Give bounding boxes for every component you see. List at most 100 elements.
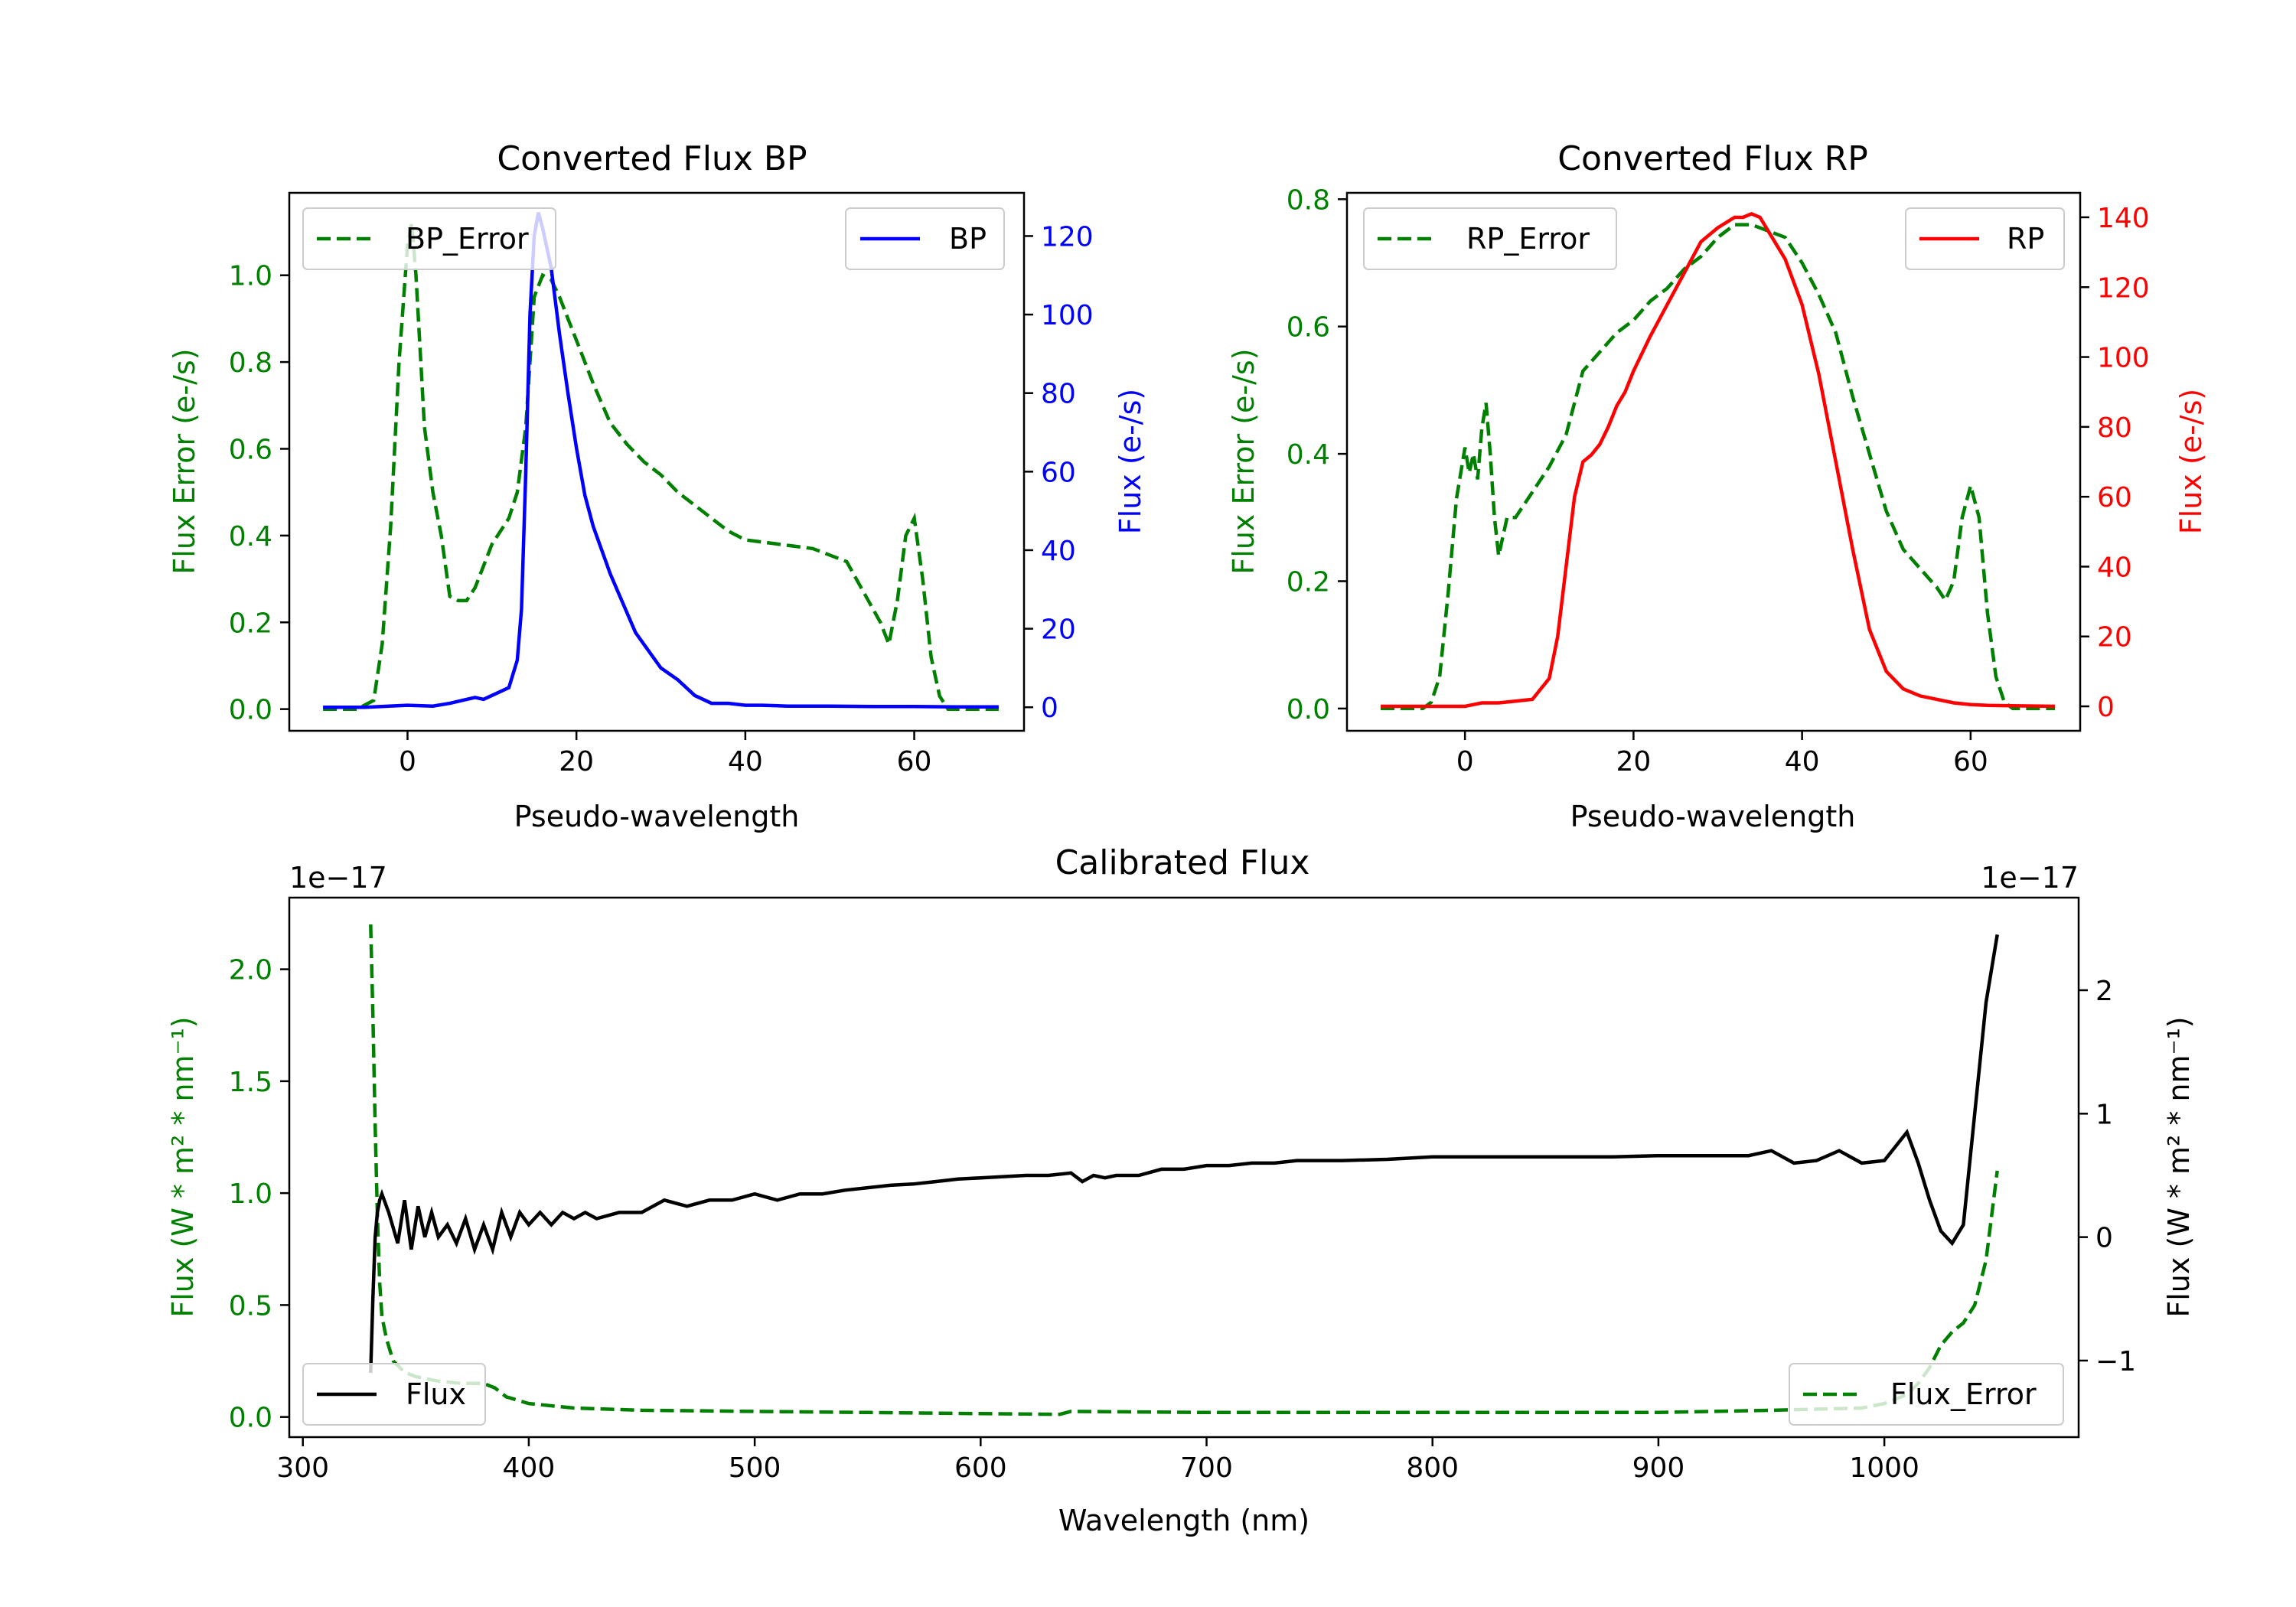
calibrated-flux-legend-box [302, 1363, 486, 1426]
bp-left-y-tick-label: 1.0 [229, 261, 272, 292]
bp-title: Converted Flux BP [497, 139, 807, 178]
calibrated-right-offset-label: 1e−17 [1981, 861, 2079, 895]
rp-x-tick-label: 0 [1456, 746, 1474, 777]
calibrated-axes-frame [288, 896, 2080, 1439]
rp-title: Converted Flux RP [1557, 139, 1868, 178]
calibrated-right-y-tick-label: 2 [2095, 976, 2113, 1007]
calibrated-error-legend-box [1789, 1363, 2064, 1426]
bp-left-y-ticks: 0.0 0.2 0.4 0.6 0.8 1.0 [229, 261, 289, 726]
calibrated-x-tick-label: 300 [276, 1452, 329, 1484]
bp-left-y-tick-label: 0.6 [229, 434, 272, 465]
calibrated-x-tick-label: 900 [1632, 1452, 1685, 1484]
bp-error-legend-box [302, 207, 556, 270]
calibrated-title: Calibrated Flux [1055, 843, 1310, 882]
calibrated-left-y-tick-label: 0.0 [229, 1403, 272, 1434]
rp-right-y-tick-label: 0 [2097, 692, 2115, 723]
calibrated-right-y-tick-label: −1 [2095, 1346, 2136, 1377]
bp-left-y-axis-label: Flux Error (e-/s) [168, 348, 201, 574]
bp-flux-series-line [323, 212, 999, 709]
rp-right-y-tick-label: 40 [2097, 552, 2132, 583]
bp-right-y-tick-label: 60 [1041, 457, 1076, 488]
rp-x-tick-label: 60 [1953, 746, 1988, 777]
calibrated-x-tick-label: 400 [503, 1452, 556, 1484]
rp-x-tick-label: 20 [1616, 746, 1651, 777]
calibrated-error-legend-label: Flux_Error [1890, 1377, 2037, 1411]
rp-right-y-axis-label: Flux (e-/s) [2174, 389, 2208, 534]
rp-panel: Converted Flux RP 0 20 40 60 0.00.20.40.60.… [1227, 139, 2208, 833]
rp-right-y-tick-label: 120 [2097, 272, 2150, 304]
calibrated-right-y-tick-label: 1 [2095, 1099, 2113, 1130]
calibrated-flux-series-line [369, 934, 1999, 1374]
rp-left-y-tick-label: 0.2 [1287, 566, 1330, 598]
rp-left-y-axis-label: Flux Error (e-/s) [1227, 348, 1261, 574]
bp-right-y-tick-label: 80 [1041, 379, 1076, 410]
rp-flux-legend-label: RP [2007, 222, 2044, 256]
calibrated-left-y-axis-label: Flux (W * m² * nm⁻¹) [166, 1016, 200, 1317]
bp-flux-legend: BP [845, 207, 1005, 270]
rp-error-legend: RP_Error [1363, 207, 1617, 270]
rp-right-y-tick-label: 140 [2097, 203, 2150, 234]
bp-error-series-line [323, 223, 999, 711]
bp-right-y-axis-label: Flux (e-/s) [1114, 389, 1147, 534]
rp-right-y-tick-label: 80 [2097, 412, 2132, 444]
calibrated-x-tick-label: 800 [1406, 1452, 1459, 1484]
rp-error-legend-label: RP_Error [1466, 222, 1590, 256]
calibrated-x-tick-label: 500 [729, 1452, 781, 1484]
bp-x-tick-label: 0 [399, 746, 416, 777]
calibrated-left-y-tick-label: 2.0 [229, 955, 272, 986]
rp-left-y-tick-label: 0.0 [1287, 694, 1330, 725]
bp-axes-frame [288, 191, 1026, 732]
calibrated-right-y-axis-label: Flux (W * m² * nm⁻¹) [2162, 1016, 2196, 1317]
bp-right-y-tick-label: 0 [1041, 693, 1058, 724]
calibrated-left-y-tick-label: 1.0 [229, 1178, 272, 1210]
calibrated-flux-legend-label: Flux [406, 1377, 466, 1411]
calibrated-flux-legend: Flux [302, 1363, 486, 1426]
calibrated-x-ticks: 300 400 500 600 700 800 900 1000 [276, 1437, 1919, 1484]
bp-right-y-tick-label: 20 [1041, 614, 1076, 646]
bp-left-y-tick-label: 0.2 [229, 608, 272, 639]
bp-flux-legend-box [845, 207, 1005, 270]
bp-right-y-tick-label: 120 [1041, 221, 1094, 253]
rp-left-y-tick-label: 0.4 [1287, 439, 1330, 471]
bp-x-tick-label: 40 [728, 746, 763, 777]
calibrated-x-tick-label: 700 [1180, 1452, 1233, 1484]
calibrated-left-y-ticks: 0.0 0.5 1.0 1.5 2.0 [229, 955, 289, 1434]
bp-x-tick-label: 60 [897, 746, 932, 777]
bp-error-legend-label: BP_Error [406, 222, 529, 256]
rp-left-y-tick-label: 0.6 [1287, 312, 1330, 344]
rp-left-y-tick-label: 0.8 [1287, 184, 1330, 216]
rp-error-series-line [1381, 223, 2055, 711]
calibrated-left-y-tick-label: 1.5 [229, 1067, 272, 1098]
calibrated-left-y-tick-label: 0.5 [229, 1290, 272, 1322]
rp-right-y-ticks: 0 20 40 60 80 100 120 140 [2080, 203, 2150, 723]
rp-x-tick-label: 40 [1785, 746, 1820, 777]
bp-left-y-tick-label: 0.8 [229, 347, 272, 379]
bp-right-y-tick-label: 40 [1041, 536, 1076, 567]
bp-error-legend: BP_Error [302, 207, 556, 270]
rp-flux-legend: RP [1905, 207, 2065, 270]
calibrated-error-legend: Flux_Error [1789, 1363, 2064, 1426]
rp-left-y-ticks: 0.0 0.2 0.4 0.6 0.8 [1287, 184, 1347, 725]
rp-axes-frame [1345, 191, 2082, 732]
bp-x-ticks: 0 20 40 60 [399, 731, 931, 777]
rp-error-legend-box [1363, 207, 1617, 270]
bp-x-tick-label: 20 [559, 746, 594, 777]
calibrated-x-tick-label: 1000 [1849, 1452, 1919, 1484]
bp-panel: Converted Flux BP 0 20 40 60 0.00.20.40.60.… [168, 139, 1147, 833]
calibrated-left-offset-label: 1e−17 [289, 861, 387, 895]
rp-flux-legend-box [1905, 207, 2065, 270]
bp-x-axis-label: Pseudo-wavelength [514, 800, 800, 833]
bp-right-y-tick-label: 100 [1041, 300, 1094, 331]
rp-right-y-tick-label: 100 [2097, 343, 2150, 374]
calibrated-x-axis-label: Wavelength (nm) [1058, 1504, 1309, 1537]
bp-right-y-ticks: 0 20 40 60 80 100 120 [1024, 221, 1094, 724]
rp-right-y-tick-label: 20 [2097, 622, 2132, 654]
bp-left-y-tick-label: 0.4 [229, 521, 272, 553]
rp-x-ticks: 0 20 40 60 [1456, 731, 1988, 777]
calibrated-x-tick-label: 600 [954, 1452, 1007, 1484]
bp-left-y-tick-label: 0.0 [229, 695, 272, 726]
calibrated-right-y-ticks: −1 0 1 2 [2079, 976, 2136, 1377]
rp-x-axis-label: Pseudo-wavelength [1570, 800, 1856, 833]
calibrated-right-y-tick-label: 0 [2095, 1223, 2113, 1254]
